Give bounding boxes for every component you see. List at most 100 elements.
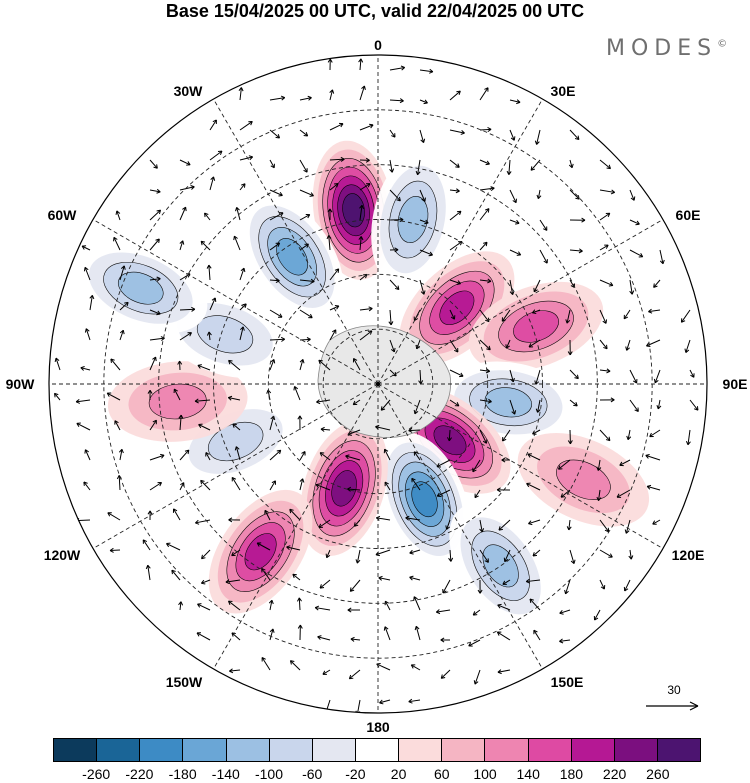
wind-arrow	[566, 519, 572, 531]
wind-arrow	[106, 392, 121, 401]
wind-vectors	[54, 58, 699, 713]
wind-arrow	[178, 414, 184, 431]
lon-label-180: 180	[366, 719, 390, 735]
wind-arrow	[359, 306, 373, 312]
wind-arrow	[147, 510, 153, 521]
wind-arrow	[531, 309, 541, 315]
wind-arrow	[649, 429, 661, 438]
wind-arrow	[289, 660, 301, 671]
arrowhead-icon	[689, 701, 699, 711]
wind-arrow	[349, 579, 361, 592]
latitude-circle	[213, 219, 543, 549]
anomaly-contour	[513, 310, 559, 343]
wind-arrow	[225, 579, 241, 585]
wind-arrow	[599, 309, 608, 324]
wind-arrow	[359, 157, 370, 163]
wind-arrow	[293, 386, 301, 401]
wind-arrow	[359, 85, 366, 101]
wind-arrow	[593, 609, 601, 621]
wind-arrow	[415, 159, 421, 176]
wind-arrow	[435, 609, 451, 615]
wind-arrow	[239, 303, 247, 311]
wind-arrow	[442, 579, 451, 594]
wind-arrow	[689, 399, 699, 411]
wind-arrow	[149, 188, 161, 194]
colorbar-swatch	[528, 739, 572, 761]
wind-arrow	[625, 339, 631, 351]
wind-arrow	[149, 309, 161, 316]
wind-arrow	[358, 58, 364, 71]
longitude-labels: 0 30E 60E 90E 120E 150E 180 150W 120W 90…	[6, 37, 748, 735]
colorbar-swatch	[442, 739, 486, 761]
colorbar-swatch	[399, 739, 443, 761]
wind-arrow	[179, 240, 185, 251]
wind-arrow	[539, 249, 548, 264]
wind-arrow	[355, 549, 361, 564]
wind-arrow	[196, 632, 211, 641]
colorbar-swatch	[183, 739, 227, 761]
wind-arrow	[239, 326, 245, 341]
wind-arrow	[533, 279, 541, 293]
colorbar-tick-label: 260	[646, 766, 670, 782]
anomaly-contour	[411, 481, 438, 518]
wind-arrow	[409, 549, 421, 555]
latitude-circle	[103, 109, 653, 659]
wind-arrow	[569, 129, 580, 141]
wind-arrow	[327, 208, 333, 221]
wind-arrow	[599, 244, 609, 251]
wind-arrow	[329, 89, 335, 101]
wind-arrow	[448, 549, 454, 562]
wind-arrow	[269, 359, 276, 371]
wind-arrow	[201, 549, 211, 560]
wind-arrow	[528, 339, 541, 348]
wind-arrow	[419, 129, 426, 143]
wind-arrow	[179, 206, 187, 221]
wind-arrow	[329, 182, 339, 191]
wind-arrow	[269, 95, 286, 101]
wind-arrow	[197, 603, 211, 611]
wind-arrow	[317, 635, 331, 641]
wind-arrow	[350, 636, 361, 642]
wind-arrow	[200, 240, 211, 251]
wind-arrow	[269, 628, 275, 641]
wind-arrow	[409, 575, 421, 581]
wind-arrow	[179, 332, 192, 341]
wind-arrow	[231, 549, 241, 557]
colorbar	[53, 738, 701, 762]
wind-arrow	[648, 308, 661, 314]
brand-text: MODES	[606, 36, 718, 61]
wind-arrow	[261, 657, 271, 671]
wind-arrow	[419, 279, 426, 295]
wind-arrow	[497, 669, 511, 675]
wind-arrow	[179, 159, 191, 166]
wind-arrow	[479, 368, 491, 374]
colorbar-swatch	[614, 739, 658, 761]
wind-arrow	[509, 129, 516, 141]
map-boundary	[48, 54, 708, 714]
map-title: Base 15/04/2025 00 UTC, valid 22/04/2025…	[165, 1, 585, 21]
wind-arrow	[347, 486, 361, 492]
wind-arrow	[506, 159, 512, 175]
wind-arrow	[449, 309, 456, 320]
wind-arrow	[505, 339, 511, 349]
wind-arrow	[623, 309, 631, 320]
wind-arrow	[599, 368, 611, 374]
wind-arrow	[509, 219, 520, 225]
wind-arrow	[329, 122, 344, 131]
wind-arrow	[449, 399, 460, 407]
wind-arrow	[384, 481, 391, 491]
wind-arrow	[599, 339, 608, 350]
wind-arrow	[449, 188, 460, 194]
lon-label-90e: 90E	[723, 376, 748, 392]
wind-arrow	[200, 579, 211, 585]
wind-arrow	[496, 631, 511, 641]
wind-arrow	[436, 459, 451, 468]
wind-arrow	[389, 279, 400, 291]
pole-marker	[376, 382, 380, 386]
wind-arrow	[628, 549, 634, 560]
anomaly-contour	[556, 459, 611, 500]
lon-label-120w: 120W	[44, 547, 81, 563]
wind-arrow	[569, 369, 579, 380]
lon-label-0: 0	[374, 37, 382, 53]
wind-arrow	[239, 155, 254, 161]
